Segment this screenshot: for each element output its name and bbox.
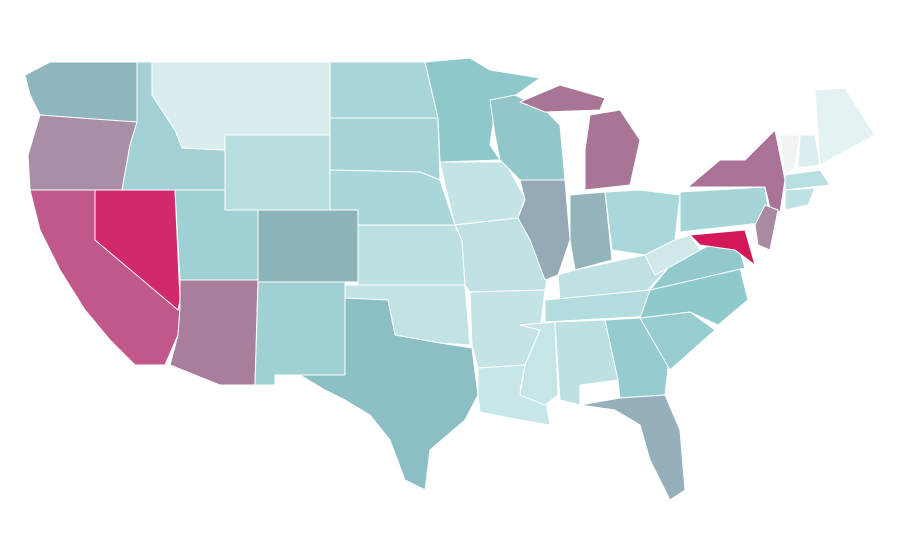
- state: [24, 61, 138, 123]
- state: [814, 87, 876, 166]
- state: [797, 134, 821, 169]
- state: [424, 57, 541, 163]
- state: [27, 114, 138, 191]
- state: [784, 187, 816, 211]
- state: [579, 394, 686, 501]
- state: [357, 224, 466, 286]
- state: [517, 179, 571, 281]
- state: [784, 169, 831, 191]
- state: [779, 134, 801, 176]
- state: [254, 281, 346, 386]
- state: [224, 134, 331, 211]
- state: [519, 84, 606, 113]
- state: [754, 204, 779, 251]
- state: [299, 297, 479, 491]
- state: [257, 209, 359, 283]
- state: [569, 191, 613, 271]
- state: [169, 279, 259, 386]
- state: [689, 229, 756, 266]
- state: [644, 234, 701, 276]
- state: [584, 109, 641, 191]
- state: [329, 61, 439, 119]
